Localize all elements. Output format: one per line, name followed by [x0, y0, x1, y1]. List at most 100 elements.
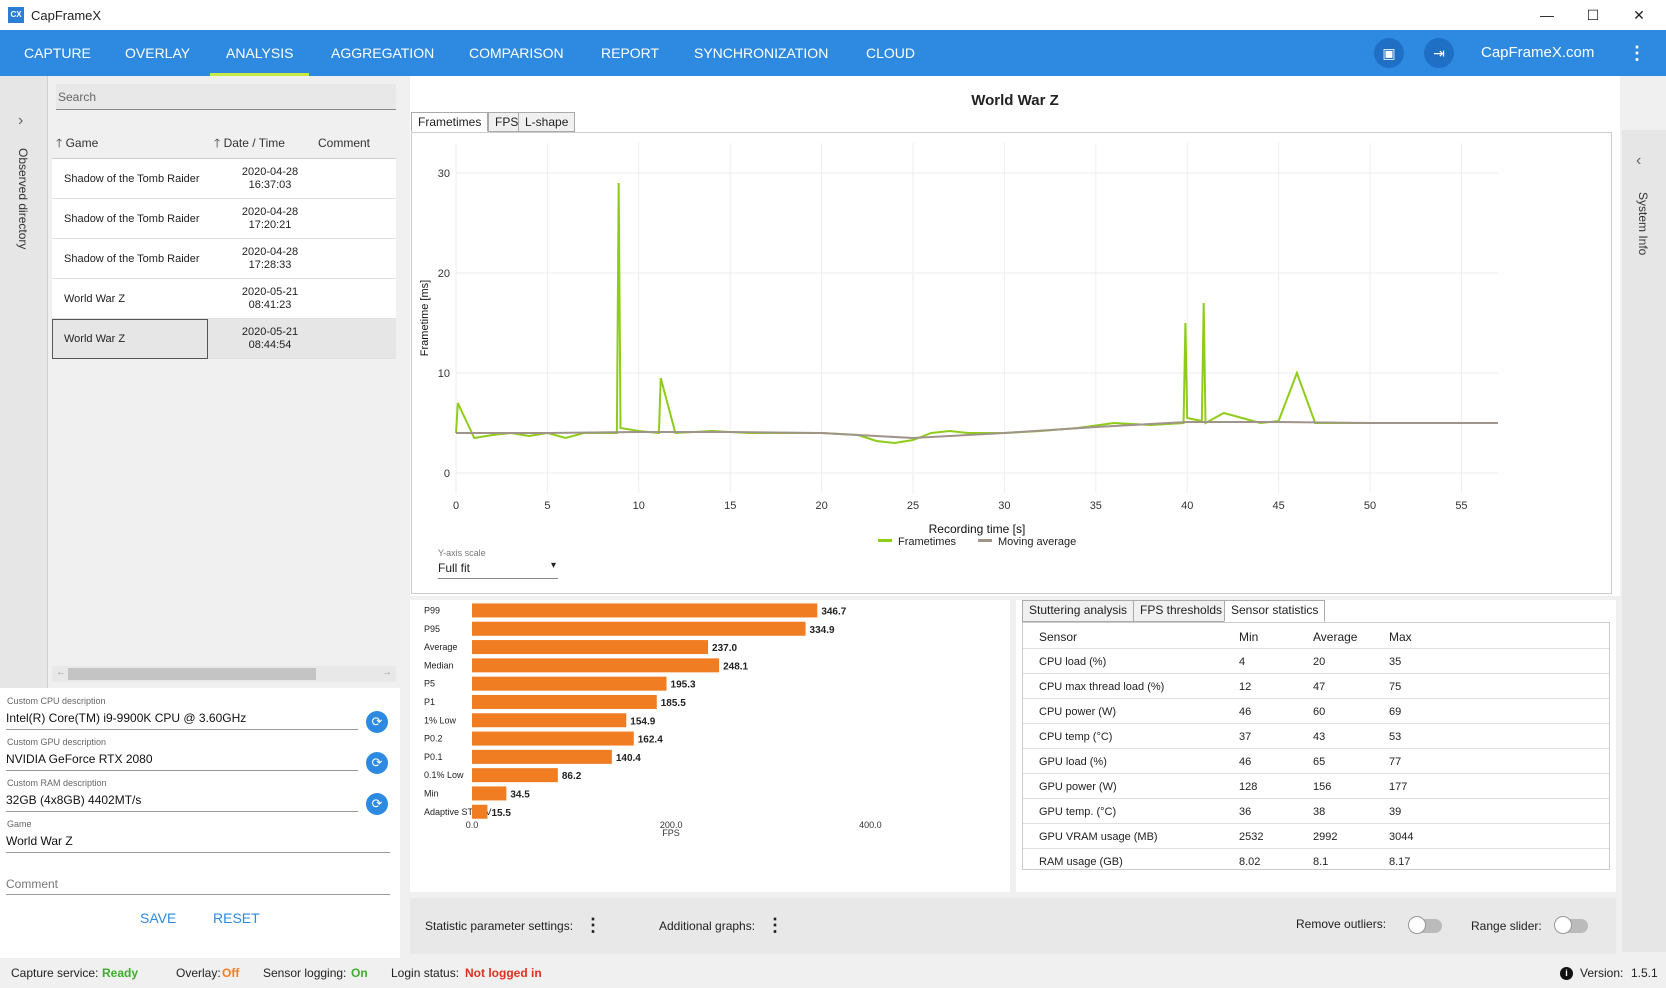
sensor-row[interactable]: CPU load (%) 4 20 35: [1023, 649, 1609, 674]
col-comment[interactable]: Comment: [318, 136, 371, 150]
col-datetime[interactable]: 🡑 Date / Time: [214, 128, 304, 158]
sensor-avg: 156: [1313, 781, 1332, 793]
bar-category-label: Adaptive STDEV: [424, 807, 492, 817]
nav-report[interactable]: REPORT: [601, 45, 660, 61]
table-row[interactable]: World War Z 2020-05-21 08:41:23: [52, 279, 396, 319]
range-slider-toggle[interactable]: [1554, 916, 1588, 934]
sensor-max: 53: [1389, 731, 1402, 743]
bar-value-label: 86.2: [562, 771, 582, 782]
sensor-col-name[interactable]: Sensor: [1039, 630, 1078, 644]
ram-underline: [6, 811, 358, 812]
game-field[interactable]: World War Z: [6, 834, 73, 848]
horizontal-scrollbar[interactable]: ← →: [52, 666, 396, 682]
maximize-button[interactable]: ☐: [1586, 7, 1600, 23]
sensor-header-row: Sensor Min Average Max: [1023, 623, 1609, 649]
nav-overlay[interactable]: OVERLAY: [125, 45, 191, 61]
row-time: 17:20:21: [248, 219, 292, 231]
overlay-status: Off: [222, 966, 240, 980]
stat-settings-menu-icon[interactable]: ⋮: [584, 915, 602, 935]
comment-field[interactable]: Comment: [6, 877, 59, 891]
more-menu-icon[interactable]: ⋮: [1628, 43, 1646, 63]
tab-lshape[interactable]: L-shape: [518, 112, 576, 132]
table-row[interactable]: Shadow of the Tomb Raider 2020-04-28 16:3…: [52, 159, 396, 199]
minimize-button[interactable]: —: [1540, 7, 1554, 23]
login-icon[interactable]: ⇥: [1424, 38, 1454, 68]
ram-field[interactable]: 32GB (4x8GB) 4402MT/s: [6, 793, 142, 807]
y-tick-label: 30: [438, 168, 450, 180]
nav-analysis[interactable]: ANALYSIS: [210, 30, 310, 76]
close-button[interactable]: ✕: [1633, 7, 1645, 23]
frametime-svg: 0 5 10 15 20 25 30 35 40 45 50 55 0 10 20 30 Recording t…: [419, 143, 1498, 548]
nav-synchronization[interactable]: SYNCHRONIZATION: [694, 45, 829, 61]
chevron-left-icon[interactable]: ‹: [1636, 152, 1642, 169]
stat-settings-label: Statistic parameter settings:: [425, 919, 574, 933]
tab-fps[interactable]: FPS: [488, 112, 526, 132]
chevron-right-icon[interactable]: ›: [18, 112, 24, 129]
observed-directory-strip[interactable]: › Observed directory: [0, 76, 48, 688]
gpu-field[interactable]: NVIDIA GeForce RTX 2080: [6, 752, 153, 766]
refresh-ram-icon[interactable]: ⟳: [366, 793, 388, 815]
sensor-row[interactable]: GPU VRAM usage (MB) 2532 2992 3044: [1023, 824, 1609, 849]
additional-graphs-menu-icon[interactable]: ⋮: [766, 915, 784, 935]
sensor-row[interactable]: GPU power (W) 128 156 177: [1023, 774, 1609, 799]
sensor-min: 12: [1239, 681, 1252, 693]
bar-category-label: 0.1% Low: [424, 770, 464, 780]
table-row-selected[interactable]: World War Z 2020-05-21 08:44:54: [52, 319, 396, 359]
cpu-field[interactable]: Intel(R) Core(TM) i9-9900K CPU @ 3.60GHz: [6, 711, 247, 725]
sensor-row[interactable]: CPU power (W) 46 60 69: [1023, 699, 1609, 724]
remove-outliers-toggle[interactable]: [1408, 916, 1442, 934]
system-info-strip[interactable]: ‹ System Info: [1622, 130, 1666, 952]
y-tick-label: 20: [438, 268, 450, 280]
remove-outliers-label: Remove outliers:: [1296, 917, 1387, 931]
reset-button[interactable]: RESET: [213, 910, 260, 926]
x-tick-label: 20: [815, 500, 827, 512]
sensor-logging-label: Sensor logging:: [263, 966, 347, 980]
site-link[interactable]: CapFrameX.com: [1481, 44, 1595, 61]
row-game: Shadow of the Tomb Raider: [64, 213, 200, 225]
capture-service-label: Capture service:: [11, 966, 99, 980]
nav-comparison[interactable]: COMPARISON: [469, 45, 564, 61]
search-input[interactable]: Search: [56, 84, 396, 110]
selected-cell-border: [52, 319, 208, 359]
sensor-col-avg[interactable]: Average: [1313, 630, 1358, 644]
sensor-col-min[interactable]: Min: [1239, 630, 1259, 644]
scroll-left-icon[interactable]: ←: [56, 667, 66, 678]
x-tick-label: 55: [1455, 500, 1467, 512]
main-nav: CAPTURE OVERLAY ANALYSIS AGGREGATION COM…: [0, 30, 1666, 76]
row-game: Shadow of the Tomb Raider: [64, 253, 200, 265]
chart-title: World War Z: [971, 92, 1059, 109]
nav-aggregation[interactable]: AGGREGATION: [331, 45, 435, 61]
sensor-row[interactable]: GPU load (%) 46 65 77: [1023, 749, 1609, 774]
screenshot-icon[interactable]: ▣: [1374, 38, 1404, 68]
refresh-cpu-icon[interactable]: ⟳: [366, 711, 388, 733]
game-underline: [6, 852, 390, 853]
tab-stuttering[interactable]: Stuttering analysis: [1022, 600, 1135, 622]
sensor-col-max[interactable]: Max: [1389, 630, 1412, 644]
row-date: 2020-04-28: [241, 246, 299, 258]
tab-fps-thresholds[interactable]: FPS thresholds: [1133, 600, 1230, 622]
sensor-row[interactable]: CPU max thread load (%) 12 47 75: [1023, 674, 1609, 699]
frametime-plot[interactable]: 0 5 10 15 20 25 30 35 40 45 50 55 0 10 20 30 Recording t…: [411, 132, 1612, 594]
table-row[interactable]: Shadow of the Tomb Raider 2020-04-28 17:2…: [52, 239, 396, 279]
cpu-underline: [6, 729, 358, 730]
refresh-gpu-icon[interactable]: ⟳: [366, 752, 388, 774]
sensor-avg: 65: [1313, 756, 1326, 768]
scroll-right-icon[interactable]: →: [382, 667, 392, 678]
nav-cloud[interactable]: CLOUD: [866, 45, 916, 61]
tab-sensor-statistics[interactable]: Sensor statistics: [1224, 600, 1326, 622]
info-icon[interactable]: i: [1560, 967, 1573, 980]
save-button[interactable]: SAVE: [140, 910, 177, 926]
tab-frametimes[interactable]: Frametimes: [411, 112, 489, 132]
sensor-row[interactable]: CPU temp (°C) 37 43 53: [1023, 724, 1609, 749]
bar-category-label: Min: [424, 788, 439, 798]
bar-category-label: P0.2: [424, 734, 443, 744]
yaxis-scale-dropdown[interactable]: Full fit ▾: [438, 560, 558, 579]
sensor-row[interactable]: RAM usage (GB) 8.02 8.1 8.17: [1023, 849, 1609, 874]
sensor-name: CPU load (%): [1039, 656, 1107, 668]
nav-capture[interactable]: CAPTURE: [24, 45, 91, 61]
row-date: 2020-05-21: [241, 286, 299, 298]
scrollbar-thumb[interactable]: [68, 668, 316, 680]
col-game[interactable]: 🡑 Game: [56, 128, 206, 158]
sensor-row[interactable]: GPU temp. (°C) 36 38 39: [1023, 799, 1609, 824]
table-row[interactable]: Shadow of the Tomb Raider 2020-04-28 17:2…: [52, 199, 396, 239]
